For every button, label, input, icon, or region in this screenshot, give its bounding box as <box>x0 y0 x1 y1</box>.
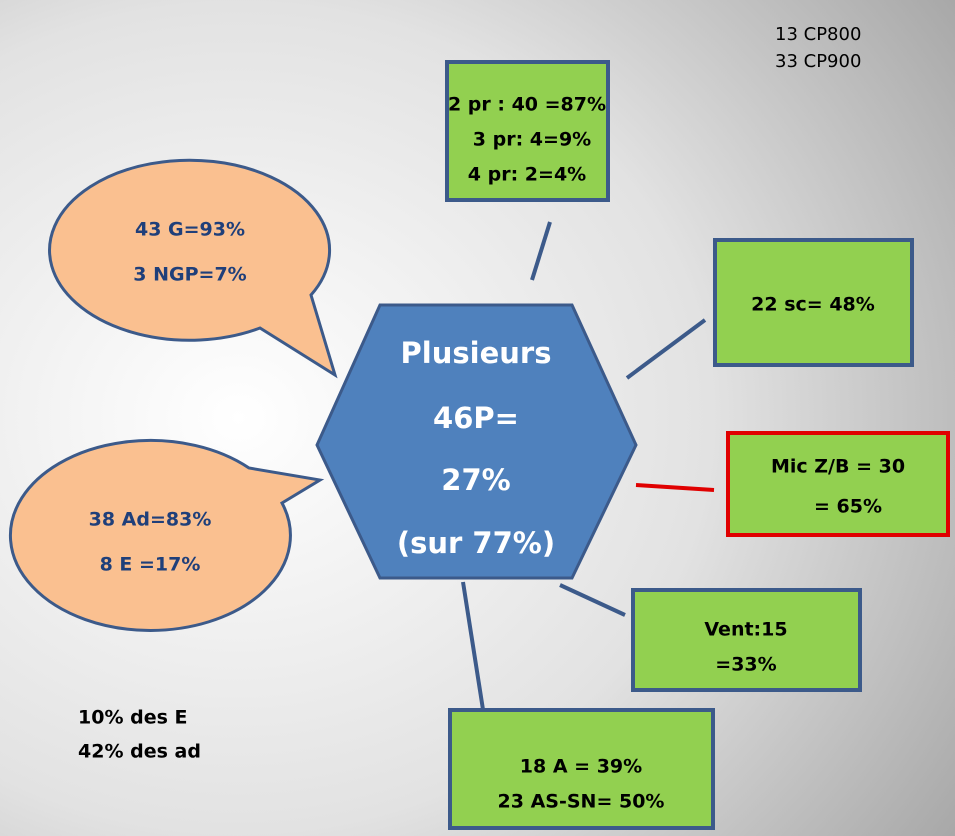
box <box>631 588 862 692</box>
box-text: Vent:15 <box>704 619 787 641</box>
bubble-text: 38 Ad=83% <box>89 509 212 531</box>
bubble-text: 3 NGP=7% <box>133 264 246 286</box>
box-text: 3 pr: 4=9% <box>473 129 591 151</box>
bubble-text: 8 E =17% <box>100 554 201 576</box>
speech-bubble <box>8 438 325 632</box>
connector <box>625 318 707 380</box>
center-text: Plusieurs <box>401 336 552 370</box>
box <box>726 431 950 537</box>
box-text: 22 sc= 48% <box>751 294 875 316</box>
center-text: (sur 77%) <box>397 526 555 560</box>
connector <box>461 581 486 717</box>
box <box>448 708 715 830</box>
center-text: 46P= <box>433 401 519 435</box>
center-text: 27% <box>441 463 510 497</box>
box-text: 18 A = 39% <box>520 756 642 778</box>
box-text: 23 AS-SN= 50% <box>498 791 665 813</box>
box <box>713 238 914 367</box>
box <box>445 60 610 202</box>
connector <box>559 583 626 617</box>
box-text: Mic Z/B = 30 <box>771 456 905 478</box>
bubble-text: 43 G=93% <box>135 219 245 241</box>
box-text: = 65% <box>814 496 882 518</box>
note: 13 CP800 <box>775 24 861 45</box>
box-text: 4 pr: 2=4% <box>468 164 586 186</box>
box-text: 2 pr : 40 =87% <box>448 94 606 116</box>
note: 42% des ad <box>78 741 201 763</box>
note: 33 CP900 <box>775 51 861 72</box>
note: 10% des E <box>78 707 187 729</box>
hexagon <box>315 303 638 580</box>
connector <box>530 221 552 281</box>
speech-bubble <box>48 158 338 379</box>
box-text: =33% <box>715 654 776 676</box>
connector <box>635 483 715 492</box>
